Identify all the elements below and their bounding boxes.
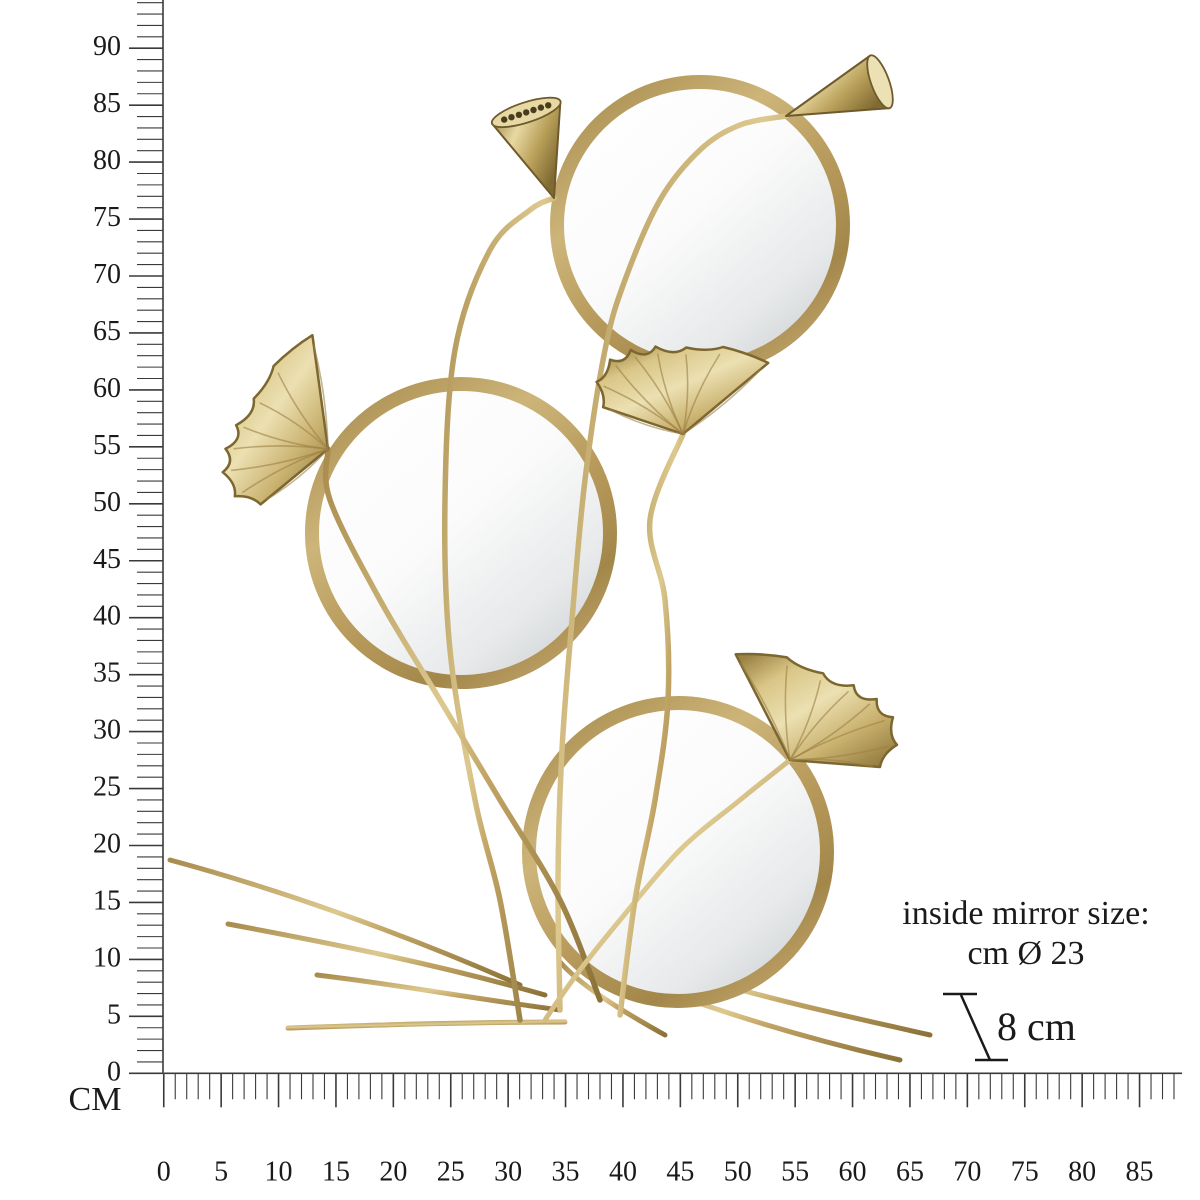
svg-text:40: 40 bbox=[609, 1156, 637, 1187]
svg-text:20: 20 bbox=[93, 829, 121, 860]
svg-text:15: 15 bbox=[322, 1156, 350, 1187]
svg-text:80: 80 bbox=[93, 145, 121, 176]
svg-text:65: 65 bbox=[93, 316, 121, 347]
svg-text:10: 10 bbox=[93, 942, 121, 973]
svg-text:85: 85 bbox=[1126, 1156, 1154, 1187]
svg-text:60: 60 bbox=[93, 373, 121, 404]
svg-text:35: 35 bbox=[93, 658, 121, 689]
svg-text:5: 5 bbox=[214, 1156, 228, 1187]
svg-text:CM: CM bbox=[69, 1081, 122, 1118]
svg-text:25: 25 bbox=[93, 772, 121, 803]
svg-text:85: 85 bbox=[93, 88, 121, 119]
svg-text:25: 25 bbox=[437, 1156, 465, 1187]
svg-text:80: 80 bbox=[1068, 1156, 1096, 1187]
svg-text:8 cm: 8 cm bbox=[997, 1004, 1076, 1049]
svg-text:95: 95 bbox=[93, 0, 121, 3]
svg-text:cm Ø 23: cm Ø 23 bbox=[967, 935, 1084, 972]
svg-text:70: 70 bbox=[953, 1156, 981, 1187]
svg-text:10: 10 bbox=[265, 1156, 293, 1187]
svg-text:inside mirror size:: inside mirror size: bbox=[902, 895, 1149, 932]
svg-text:45: 45 bbox=[93, 544, 121, 575]
svg-text:15: 15 bbox=[93, 885, 121, 916]
svg-text:50: 50 bbox=[724, 1156, 752, 1187]
svg-text:0: 0 bbox=[157, 1156, 171, 1187]
svg-text:40: 40 bbox=[93, 601, 121, 632]
svg-text:35: 35 bbox=[552, 1156, 580, 1187]
svg-text:65: 65 bbox=[896, 1156, 924, 1187]
svg-text:45: 45 bbox=[666, 1156, 694, 1187]
svg-text:20: 20 bbox=[379, 1156, 407, 1187]
svg-text:75: 75 bbox=[93, 202, 121, 233]
svg-text:5: 5 bbox=[107, 999, 121, 1030]
svg-text:90: 90 bbox=[93, 31, 121, 62]
svg-text:55: 55 bbox=[93, 430, 121, 461]
svg-text:75: 75 bbox=[1011, 1156, 1039, 1187]
svg-text:60: 60 bbox=[839, 1156, 867, 1187]
svg-text:50: 50 bbox=[93, 487, 121, 518]
svg-text:70: 70 bbox=[93, 259, 121, 290]
svg-text:55: 55 bbox=[781, 1156, 809, 1187]
svg-text:30: 30 bbox=[494, 1156, 522, 1187]
svg-text:30: 30 bbox=[93, 715, 121, 746]
